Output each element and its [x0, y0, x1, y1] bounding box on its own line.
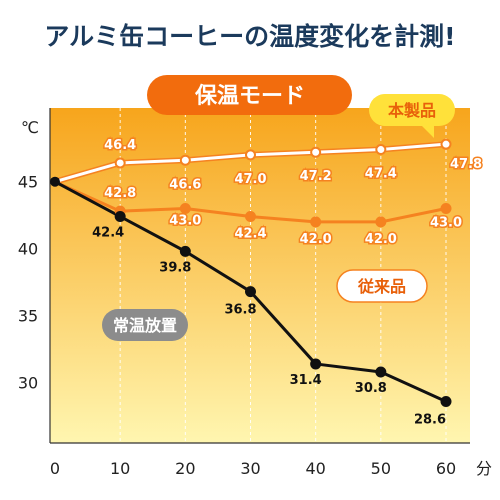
series-3-label-10: 42.4: [92, 226, 124, 241]
x-tick-label-40: 40: [305, 459, 325, 478]
series-1-point-50: [375, 144, 387, 156]
series-labels: 46.4 46.6 47.0 47.2 47.4 47.8 42.8 43.0 42.4 42.0…: [92, 136, 483, 427]
x-tick-label-50: 50: [371, 459, 391, 478]
chart-title: アルミ缶コーヒーの温度変化を計測!: [44, 22, 455, 51]
series-3-point-10: [114, 211, 126, 223]
series-3-point-20: [179, 245, 191, 257]
series-1-label-50: 47.4: [365, 167, 397, 182]
series-2-point-30: [245, 211, 256, 223]
series-3-label-20: 39.8: [159, 260, 191, 275]
series-1-label-30: 47.0: [234, 172, 266, 187]
x-tick-label-20: 20: [175, 459, 195, 478]
x-tick-label-60: 60: [436, 459, 456, 478]
series-2-point-40: [310, 216, 322, 228]
series-2-label-60: 43.0: [430, 216, 462, 231]
series-3-point-60: [440, 395, 452, 407]
mode-badge: 保温モード: [147, 75, 352, 115]
legend-badge-shape: [336, 269, 428, 303]
series-3-label-40: 31.4: [290, 373, 322, 388]
series-2-point-50: [375, 216, 387, 228]
origin-point: [50, 176, 60, 187]
series-2-label-50: 42.0: [365, 232, 397, 247]
y-tick-label-40: 40: [18, 240, 38, 259]
series-3-point-30: [245, 286, 256, 298]
series-1-label-40: 47.2: [300, 169, 332, 184]
series-1-point-40: [310, 146, 322, 158]
x-tick-label-10: 10: [110, 459, 130, 478]
y-tick-label-35: 35: [18, 307, 38, 326]
series-3-label-50: 30.8: [355, 381, 387, 396]
series-3-point-50: [375, 366, 387, 378]
legend-badge-shape: [102, 309, 188, 341]
series-1-point-10: [114, 157, 126, 169]
series-2-point-20: [179, 203, 191, 214]
series-1-point-20: [179, 154, 191, 166]
mode-badge-shape: [147, 75, 352, 115]
series-1-label-20: 46.6: [169, 177, 201, 192]
series-2-point-60: [440, 203, 452, 214]
y-tick-label-45: 45: [18, 173, 38, 192]
mode-badge-label: 保温モード: [194, 84, 305, 109]
series-1-label-60: 47.8: [450, 157, 482, 172]
y-axis-label: ℃: [21, 118, 39, 137]
legend-badge-1: 本製品: [369, 94, 455, 138]
series-2-label-10: 42.8: [104, 186, 136, 201]
legend-badge-label: 本製品: [388, 101, 436, 120]
x-tick-label-0: 0: [50, 459, 60, 478]
series-2-label-20: 43.0: [169, 214, 201, 229]
x-tick-label-30: 30: [240, 459, 260, 478]
series-1-point-30: [245, 149, 256, 161]
y-tick-label-30: 30: [18, 374, 38, 393]
series-3-label-60: 28.6: [414, 412, 446, 427]
legend-badge-2: 従来品: [336, 269, 428, 303]
series-points: [50, 138, 452, 407]
series-3-point-40: [310, 358, 322, 370]
series-3-label-30: 36.8: [224, 303, 256, 318]
legend-badge-3: 常温放置: [102, 309, 188, 341]
x-axis-unit: 分: [476, 459, 492, 478]
series-2-label-40: 42.0: [300, 232, 332, 247]
legend-badge-label: 常温放置: [113, 316, 177, 335]
series-1-point-60: [440, 138, 452, 150]
legend-badge-tail: [420, 124, 434, 138]
series-2-label-30: 42.4: [234, 227, 266, 242]
series-1-label-10: 46.4: [104, 138, 136, 153]
legend-badge-shape: [369, 94, 455, 126]
legend-badge-label: 従来品: [357, 277, 406, 296]
axes: ℃ 30 35 40 45 0 10 20 30 40 50 60 分: [18, 108, 492, 478]
